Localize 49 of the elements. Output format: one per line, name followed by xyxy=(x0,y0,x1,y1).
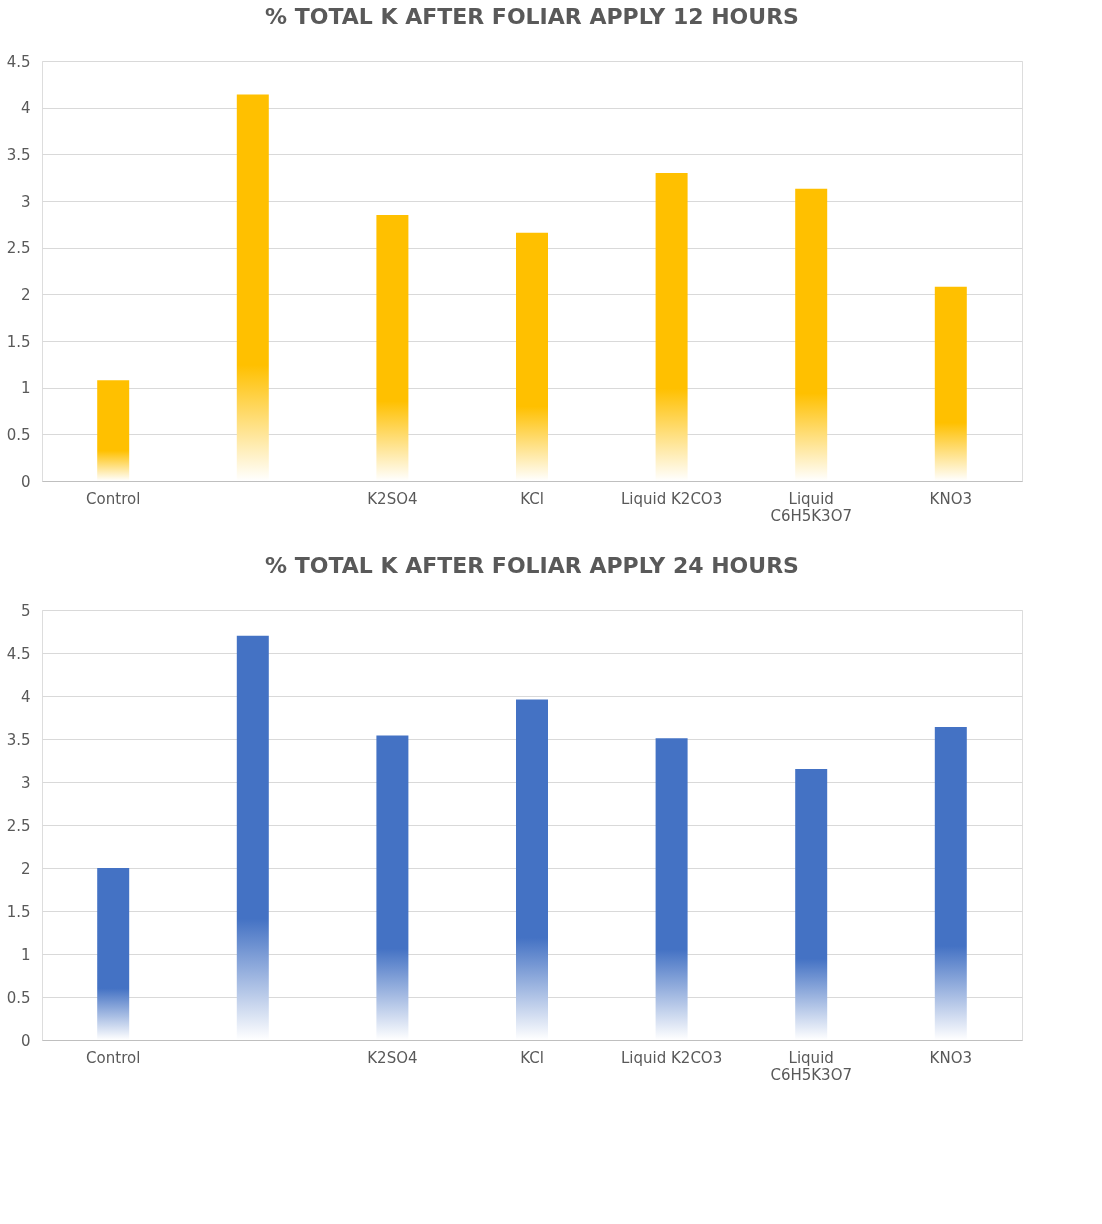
y-tick-label: 4.5 xyxy=(6,644,31,663)
x-tick-label: Liquid K2CO3 xyxy=(620,489,723,508)
y-tick-label: 3.5 xyxy=(6,730,31,749)
bar xyxy=(795,769,828,1040)
chart-title: % TOTAL K AFTER FOLIAR APPLY 12 HOURS xyxy=(265,4,799,29)
y-tick-label: 4 xyxy=(20,687,31,706)
y-tick-label: 0.5 xyxy=(6,425,31,444)
x-tick-label: Control xyxy=(86,489,141,508)
chart-title: % TOTAL K AFTER FOLIAR APPLY 24 HOURS xyxy=(265,553,799,578)
x-tick-label: K2SO4 xyxy=(367,489,418,508)
bar xyxy=(376,735,409,1040)
x-tick-label: KCl xyxy=(520,1048,544,1067)
y-tick-label: 4.5 xyxy=(6,52,31,71)
y-tick-label: 0 xyxy=(20,1031,31,1050)
x-tick-label: KNO3 xyxy=(929,489,973,508)
y-tick-label: 3.5 xyxy=(6,145,31,164)
bar xyxy=(516,232,548,481)
bar xyxy=(934,726,967,1040)
x-tick-label: Liquid C6H5K3O7 xyxy=(770,489,852,525)
y-tick-label: 4 xyxy=(20,99,31,118)
x-tick-label: KNO3 xyxy=(929,1048,973,1067)
x-tick-label: Liquid K2CO3 xyxy=(620,1048,723,1067)
y-tick-label: 0 xyxy=(20,472,31,491)
y-tick-label: 3 xyxy=(20,192,31,211)
x-tick-label: Control xyxy=(86,1048,141,1067)
y-tick-label: 2.5 xyxy=(6,816,31,835)
bar xyxy=(934,286,967,481)
y-tick-label: 2 xyxy=(20,285,31,304)
x-tick-label: K2SO4 xyxy=(367,1048,418,1067)
y-tick-label: 1 xyxy=(20,379,31,398)
y-tick-label: 1.5 xyxy=(6,902,31,921)
y-tick-label: 0.5 xyxy=(6,988,31,1007)
x-tick-label: Liquid C6H5K3O7 xyxy=(770,1048,852,1084)
y-tick-label: 2.5 xyxy=(6,239,31,258)
x-tick-label: KCl xyxy=(520,489,544,508)
bar xyxy=(655,738,688,1040)
bar xyxy=(97,868,130,1040)
bar xyxy=(516,699,548,1040)
y-tick-label: 1.5 xyxy=(6,332,31,351)
bar xyxy=(795,188,828,481)
y-tick-label: 5 xyxy=(20,601,31,620)
y-tick-label: 2 xyxy=(20,859,31,878)
bar xyxy=(376,215,409,481)
bar xyxy=(655,173,688,481)
y-tick-label: 3 xyxy=(20,773,31,792)
bar xyxy=(236,635,269,1040)
bar xyxy=(97,380,130,481)
bar xyxy=(236,94,269,481)
y-tick-label: 1 xyxy=(20,945,31,964)
